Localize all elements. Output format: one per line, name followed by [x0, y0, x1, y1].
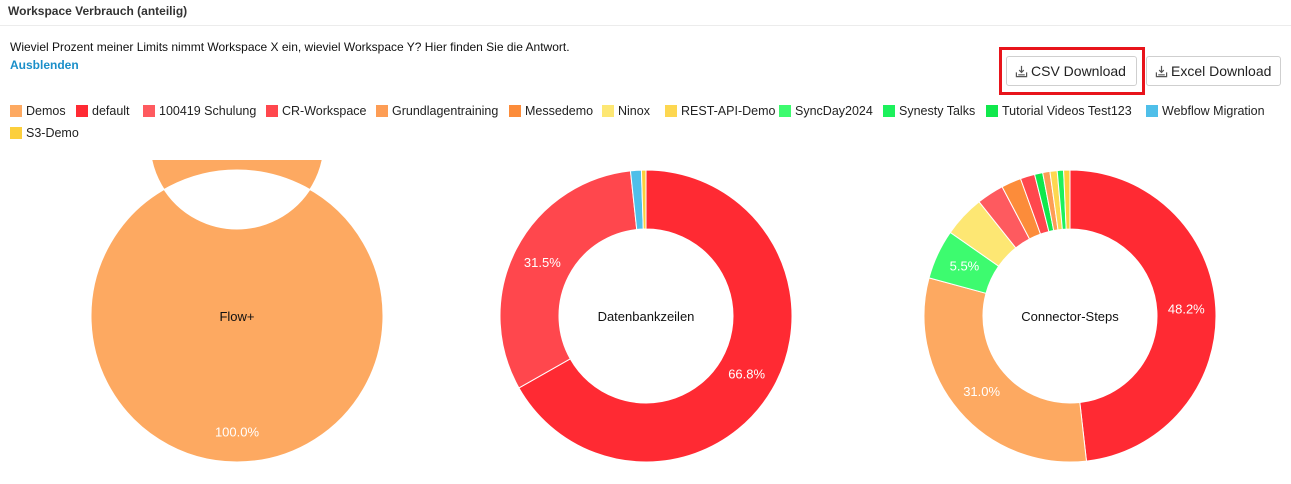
- legend-label: Demos: [26, 104, 66, 118]
- hide-link[interactable]: Ausblenden: [10, 58, 79, 72]
- legend-item[interactable]: Ninox: [602, 104, 650, 118]
- donut-chart-datenbankzeilen: 66.8% 31.5% Datenbankzeilen: [499, 169, 793, 463]
- legend-label: CR-Workspace: [282, 104, 367, 118]
- chart-datenbankzeilen: 66.8% 31.5% Datenbankzeilen: [486, 160, 806, 472]
- panel-title: Workspace Verbrauch (anteilig): [8, 4, 188, 18]
- legend-item[interactable]: CR-Workspace: [266, 104, 367, 118]
- intro-description: Wieviel Prozent meiner Limits nimmt Work…: [10, 40, 570, 54]
- download-tray-icon: [1155, 65, 1168, 77]
- donut-chart-flow-plus: 100.0% Flow+: [90, 160, 384, 463]
- legend-swatch: [1146, 105, 1158, 117]
- legend-item[interactable]: Messedemo: [509, 104, 593, 118]
- chart-center-title: Flow+: [219, 309, 254, 324]
- legend-item[interactable]: SyncDay2024: [779, 104, 873, 118]
- legend-label: REST-API-Demo: [681, 104, 776, 118]
- legend-item[interactable]: REST-API-Demo: [665, 104, 775, 118]
- excel-download-button[interactable]: Excel Download: [1146, 56, 1281, 86]
- csv-download-button[interactable]: CSV Download: [1006, 56, 1137, 86]
- legend-item[interactable]: Demos: [10, 104, 66, 118]
- slice-data-label: 31.5%: [524, 255, 561, 270]
- donut-chart-connector-steps: 48.2% 31.0% 5.5% Connector-Steps: [923, 169, 1217, 463]
- legend-swatch: [779, 105, 791, 117]
- donut-slice[interactable]: [518, 169, 793, 463]
- donut-slice[interactable]: [1069, 169, 1217, 462]
- donut-slice[interactable]: [640, 169, 647, 230]
- legend-item[interactable]: Tutorial Videos Test123: [986, 104, 1132, 118]
- legend-item[interactable]: Webflow Migration: [1146, 104, 1265, 118]
- slice-data-label: 48.2%: [1168, 301, 1205, 316]
- legend-label: default: [92, 104, 130, 118]
- legend-swatch: [986, 105, 998, 117]
- slice-data-label: 31.0%: [963, 384, 1000, 399]
- legend-swatch: [665, 105, 677, 117]
- legend-item[interactable]: default: [76, 104, 130, 118]
- donut-slice[interactable]: [499, 170, 638, 389]
- download-tray-icon: [1015, 65, 1028, 77]
- chart-center-title: Datenbankzeilen: [598, 309, 695, 324]
- slice-data-label: 66.8%: [728, 367, 765, 382]
- legend-label: Tutorial Videos Test123: [1002, 104, 1132, 118]
- legend-item[interactable]: Synesty Talks: [883, 104, 975, 118]
- legend-item[interactable]: Grundlagentraining: [376, 104, 498, 118]
- legend-swatch: [266, 105, 278, 117]
- legend-swatch: [602, 105, 614, 117]
- legend-swatch: [10, 105, 22, 117]
- slice-data-label: 5.5%: [950, 259, 980, 274]
- legend-label: Messedemo: [525, 104, 594, 118]
- legend-swatch: [883, 105, 895, 117]
- legend-swatch: [10, 127, 22, 139]
- chart-connector-steps: 48.2% 31.0% 5.5% Connector-Steps: [910, 160, 1230, 472]
- legend-label: Synesty Talks: [899, 104, 976, 118]
- slice-data-label: 100.0%: [215, 425, 260, 440]
- legend-swatch: [376, 105, 388, 117]
- charts-area: 100.0% Flow+ 66.8% 31.5% Datenbankzeilen 48…: [0, 160, 1291, 472]
- legend-label: Grundlagentraining: [392, 104, 499, 118]
- legend-swatch: [76, 105, 88, 117]
- excel-download-label: Excel Download: [1171, 63, 1272, 79]
- legend-label: S3-Demo: [26, 126, 79, 140]
- legend-label: Webflow Migration: [1162, 104, 1265, 118]
- donut-slice[interactable]: [923, 277, 1088, 463]
- legend-label: SyncDay2024: [795, 104, 873, 118]
- chart-center-title: Connector-Steps: [1021, 309, 1119, 324]
- donut-slice[interactable]: [1063, 169, 1071, 230]
- legend-item[interactable]: 100419 Schulung: [143, 104, 256, 118]
- legend-swatch: [143, 105, 155, 117]
- legend-swatch: [509, 105, 521, 117]
- chart-flow-plus: 100.0% Flow+: [77, 160, 397, 472]
- legend-item[interactable]: S3-Demo: [10, 126, 79, 140]
- panel-header: Workspace Verbrauch (anteilig): [0, 0, 1291, 26]
- legend-label: 100419 Schulung: [159, 104, 257, 118]
- donut-slice[interactable]: [90, 160, 384, 463]
- legend-label: Ninox: [618, 104, 650, 118]
- csv-download-label: CSV Download: [1031, 63, 1126, 79]
